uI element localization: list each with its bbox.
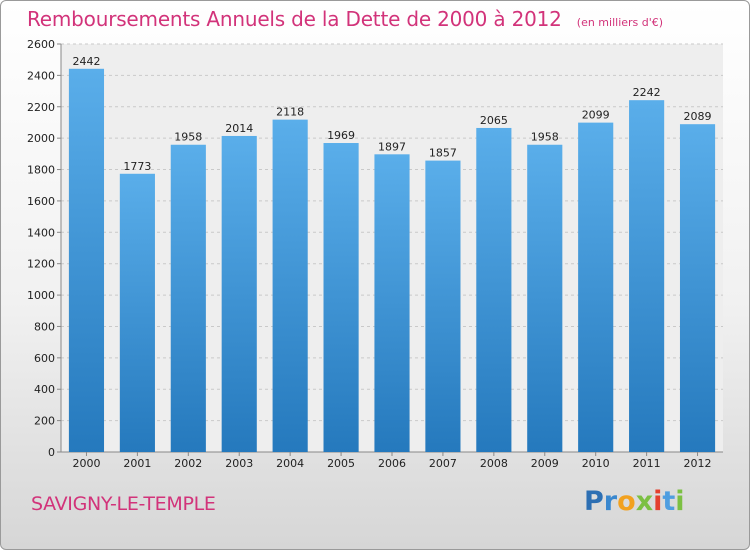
y-tick-label: 1800 bbox=[27, 164, 55, 177]
logo-letter: r bbox=[603, 486, 618, 517]
x-tick-label: 2004 bbox=[276, 457, 304, 470]
y-tick-label: 1000 bbox=[27, 289, 55, 302]
x-tick-label: 2010 bbox=[582, 457, 610, 470]
logo-letter: i bbox=[675, 486, 685, 517]
bar-2005 bbox=[323, 143, 359, 452]
x-tick-label: 2001 bbox=[123, 457, 151, 470]
x-tick-label: 2003 bbox=[225, 457, 253, 470]
bar-2008 bbox=[476, 127, 512, 452]
bar-2002 bbox=[170, 144, 206, 452]
proxiti-logo[interactable]: Proxiti bbox=[584, 486, 685, 517]
bar-2000 bbox=[68, 68, 105, 452]
bar-2007 bbox=[425, 160, 461, 452]
data-label-2008: 2065 bbox=[480, 114, 508, 127]
y-tick-label: 1600 bbox=[27, 195, 55, 208]
logo-letter: t bbox=[662, 486, 676, 517]
x-tick-label: 2005 bbox=[327, 457, 355, 470]
data-label-2007: 1857 bbox=[429, 147, 457, 160]
x-tick-label: 2002 bbox=[174, 457, 202, 470]
x-tick-label: 2011 bbox=[633, 457, 661, 470]
x-tick-label: 2007 bbox=[429, 457, 457, 470]
logo-letter: x bbox=[635, 486, 654, 517]
y-tick-label: 0 bbox=[48, 446, 55, 459]
x-tick-label: 2000 bbox=[72, 457, 100, 470]
data-label-2005: 1969 bbox=[327, 129, 355, 142]
chart-unit-label: (en milliers d'€) bbox=[576, 16, 664, 29]
bar-2001 bbox=[119, 173, 155, 452]
logo-letter: o bbox=[617, 486, 636, 517]
y-tick-label: 1400 bbox=[27, 226, 55, 239]
x-tick-label: 2009 bbox=[531, 457, 559, 470]
logo-letter: i bbox=[653, 486, 663, 517]
y-tick-label: 2400 bbox=[27, 69, 55, 82]
bar-2003 bbox=[221, 135, 257, 453]
y-tick-label: 600 bbox=[34, 352, 55, 365]
data-label-2002: 1958 bbox=[174, 131, 202, 144]
chart-title: Remboursements Annuels de la Dette de 20… bbox=[27, 7, 562, 31]
city-name: SAVIGNY-LE-TEMPLE bbox=[31, 493, 216, 515]
labels: 0 200 400 600 800 1000 1200 1400 1600 1800 2000 220… bbox=[27, 38, 712, 470]
bar-2011 bbox=[629, 100, 665, 452]
bar-2006 bbox=[374, 154, 410, 452]
y-tick-label: 1200 bbox=[27, 258, 55, 271]
x-tick-label: 2006 bbox=[378, 457, 406, 470]
y-tick-label: 2200 bbox=[27, 101, 55, 114]
logo-letter: P bbox=[584, 486, 604, 517]
y-tick-label: 200 bbox=[34, 415, 55, 428]
y-tick-label: 2600 bbox=[27, 38, 55, 51]
bar-2004 bbox=[272, 119, 308, 452]
x-tick-label: 2008 bbox=[480, 457, 508, 470]
bar-2010 bbox=[578, 122, 614, 452]
bars bbox=[68, 68, 716, 453]
y-tick-label: 800 bbox=[34, 320, 55, 333]
data-label-2000: 2442 bbox=[72, 55, 100, 68]
data-label-2004: 2118 bbox=[276, 106, 304, 119]
y-tick-label: 2000 bbox=[27, 132, 55, 145]
data-label-2010: 2099 bbox=[582, 109, 610, 122]
bar-2009 bbox=[527, 144, 563, 452]
data-label-2001: 1773 bbox=[123, 160, 151, 173]
x-tick-label: 2012 bbox=[684, 457, 712, 470]
bar-2012 bbox=[679, 124, 716, 453]
data-label-2011: 2242 bbox=[633, 86, 661, 99]
data-label-2003: 2014 bbox=[225, 122, 253, 135]
data-label-2012: 2089 bbox=[684, 110, 712, 123]
chart-title-row: Remboursements Annuels de la Dette de 20… bbox=[27, 7, 663, 31]
y-tick-label: 400 bbox=[34, 383, 55, 396]
data-label-2009: 1958 bbox=[531, 131, 559, 144]
data-label-2006: 1897 bbox=[378, 140, 406, 153]
